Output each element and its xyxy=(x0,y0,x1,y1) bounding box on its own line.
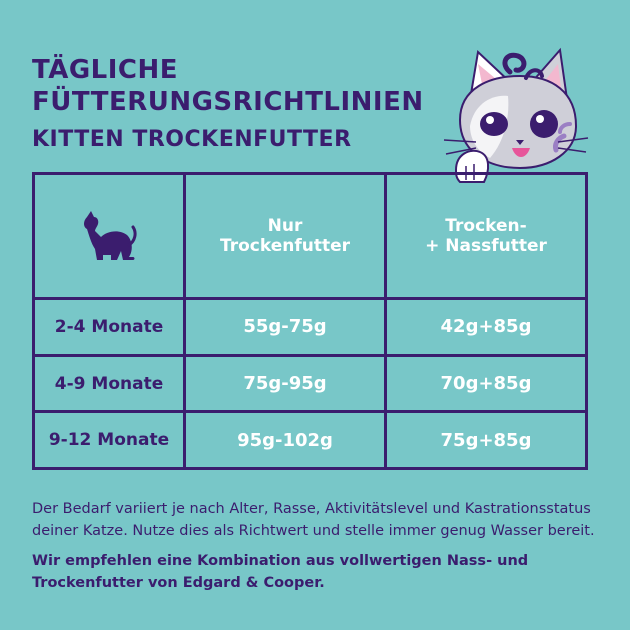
info-note: Der Bedarf variiert je nach Alter, Rasse… xyxy=(32,501,595,539)
dry-amount-cell: 55g-75g xyxy=(183,297,387,357)
dry-amount-cell: 95g-102g xyxy=(183,410,387,470)
table-row: 2-4 Monate 55g-75g 42g+85g xyxy=(32,297,588,357)
header-dry-line-1: Nur xyxy=(267,216,303,237)
table-row: 9-12 Monate 95g-102g 75g+85g xyxy=(32,410,588,470)
mixed-amount-cell: 75g+85g xyxy=(384,410,588,470)
mixed-amount-cell: 42g+85g xyxy=(384,297,588,357)
title-line-2: FÜTTERUNGSRICHTLINIEN xyxy=(32,87,424,117)
header-icon-cell xyxy=(32,171,186,301)
header-dry-line-2: Trockenfutter xyxy=(219,236,350,257)
page-title: TÄGLICHE FÜTTERUNGSRICHTLINIEN xyxy=(32,54,424,118)
cat-silhouette-icon xyxy=(84,211,137,261)
age-cell: 9-12 Monate xyxy=(32,410,186,470)
header-dry-wet: Trocken- + Nassfutter xyxy=(384,171,588,301)
page-subtitle: KITTEN TROCKENFUTTER xyxy=(32,127,352,152)
recommendation-note: Wir empfehlen eine Kombination aus vollw… xyxy=(32,553,529,591)
table-row: 4-9 Monate 75g-95g 70g+85g xyxy=(32,353,588,414)
dry-amount-cell: 75g-95g xyxy=(183,353,387,414)
header-dry-only: Nur Trockenfutter xyxy=(183,171,387,301)
header-mixed-line-2: + Nassfutter xyxy=(425,236,547,257)
title-line-1: TÄGLICHE xyxy=(32,55,179,85)
mixed-amount-cell: 70g+85g xyxy=(384,353,588,414)
kitten-peeking-icon xyxy=(443,47,589,183)
feeding-table: Nur Trockenfutter Trocken- + Nassfutter … xyxy=(32,171,588,470)
age-cell: 2-4 Monate xyxy=(32,297,186,357)
table-header-row: Nur Trockenfutter Trocken- + Nassfutter xyxy=(32,171,588,301)
age-cell: 4-9 Monate xyxy=(32,353,186,414)
header-mixed-line-1: Trocken- xyxy=(445,216,527,237)
